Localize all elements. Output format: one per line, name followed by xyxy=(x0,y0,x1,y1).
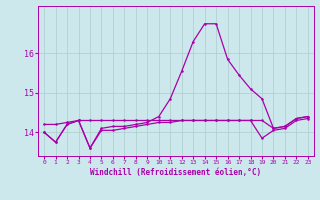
X-axis label: Windchill (Refroidissement éolien,°C): Windchill (Refroidissement éolien,°C) xyxy=(91,168,261,177)
